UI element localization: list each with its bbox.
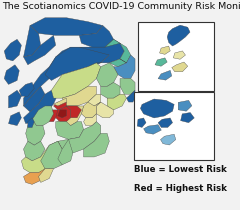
Polygon shape <box>58 106 84 126</box>
Text: Blue = Lowest Risk: Blue = Lowest Risk <box>134 165 227 174</box>
Polygon shape <box>24 141 45 161</box>
Polygon shape <box>137 118 146 127</box>
Polygon shape <box>120 79 135 94</box>
Polygon shape <box>126 90 135 102</box>
Bar <box>134 92 214 160</box>
Polygon shape <box>32 106 54 126</box>
Polygon shape <box>107 94 126 110</box>
Polygon shape <box>41 141 66 169</box>
Polygon shape <box>39 169 54 182</box>
Polygon shape <box>140 99 174 118</box>
Polygon shape <box>24 26 41 57</box>
Polygon shape <box>4 65 19 84</box>
Polygon shape <box>96 63 118 86</box>
Polygon shape <box>19 83 34 96</box>
Polygon shape <box>56 122 84 139</box>
Polygon shape <box>79 39 124 67</box>
Polygon shape <box>28 118 34 127</box>
Polygon shape <box>81 102 101 118</box>
Polygon shape <box>58 139 73 165</box>
Polygon shape <box>101 83 120 98</box>
Polygon shape <box>160 46 170 54</box>
Polygon shape <box>161 134 176 145</box>
Polygon shape <box>96 102 114 118</box>
Polygon shape <box>173 51 186 59</box>
Polygon shape <box>21 141 62 173</box>
Polygon shape <box>79 26 114 47</box>
Polygon shape <box>26 120 45 145</box>
Polygon shape <box>56 106 71 122</box>
Polygon shape <box>8 90 21 108</box>
Polygon shape <box>88 94 101 106</box>
Polygon shape <box>144 125 161 134</box>
Polygon shape <box>8 112 21 126</box>
Polygon shape <box>24 86 45 112</box>
Polygon shape <box>155 58 167 66</box>
Polygon shape <box>4 39 21 61</box>
Polygon shape <box>62 86 96 106</box>
Polygon shape <box>66 106 81 118</box>
Polygon shape <box>24 90 58 124</box>
Polygon shape <box>54 102 66 110</box>
Text: The Scotianomics COVID-19 Community Risk Monitor: The Scotianomics COVID-19 Community Risk… <box>2 2 240 11</box>
Polygon shape <box>172 62 188 72</box>
Polygon shape <box>181 113 194 123</box>
Bar <box>138 22 214 91</box>
Polygon shape <box>58 122 101 153</box>
Polygon shape <box>54 98 66 106</box>
Polygon shape <box>51 63 101 98</box>
Polygon shape <box>158 118 173 127</box>
Polygon shape <box>105 39 131 67</box>
Polygon shape <box>178 100 192 111</box>
Polygon shape <box>45 110 58 122</box>
Polygon shape <box>30 18 103 35</box>
Polygon shape <box>58 110 66 118</box>
Polygon shape <box>158 70 172 80</box>
Polygon shape <box>24 169 45 184</box>
Polygon shape <box>114 55 135 79</box>
Polygon shape <box>167 25 190 46</box>
Polygon shape <box>84 133 109 157</box>
Text: Red = Highest Risk: Red = Highest Risk <box>134 184 227 193</box>
Polygon shape <box>24 47 79 106</box>
Polygon shape <box>45 47 109 80</box>
Polygon shape <box>24 35 56 65</box>
Polygon shape <box>84 114 96 126</box>
